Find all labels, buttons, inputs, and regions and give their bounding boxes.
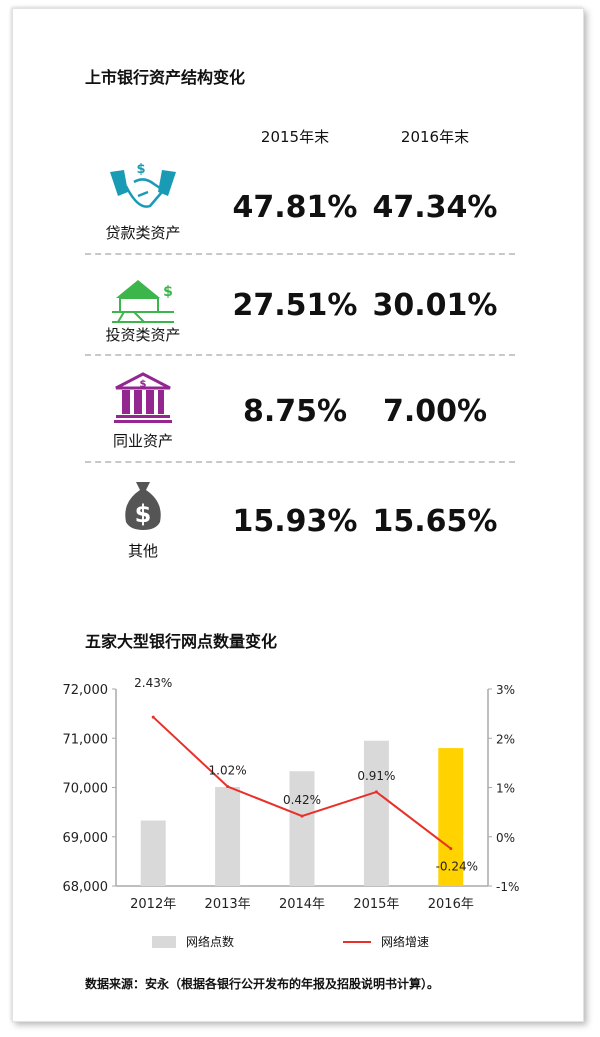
growth-data-label: 1.02% (209, 764, 247, 778)
column-header-2015: 2015年末 (260, 128, 330, 146)
divider (85, 354, 515, 356)
value-2016: 15.65% (372, 504, 498, 539)
left-tick-label: 70,000 (63, 782, 109, 797)
growth-point (226, 785, 230, 789)
growth-point (449, 847, 453, 851)
growth-data-label: -0.24% (436, 860, 478, 874)
bar-2013年 (215, 787, 241, 886)
value-2016: 30.01% (372, 288, 498, 323)
bar-2014年 (289, 771, 315, 886)
right-tick-label: 2% (496, 732, 515, 746)
asset-row-interbank: $ 同业资产 8.75% 7.00% (85, 372, 515, 460)
bank-building-icon: $ (114, 372, 172, 423)
divider (85, 253, 515, 255)
svg-text:$: $ (135, 500, 152, 528)
growth-point (151, 715, 155, 719)
value-2016: 7.00% (382, 394, 488, 429)
asset-row-loans: $ 贷款类资产 47.81% 47.34% (85, 162, 515, 252)
right-tick-label: 1% (496, 782, 515, 796)
asset-label: 贷款类资产 (105, 224, 181, 242)
value-2015: 27.51% (232, 288, 358, 323)
asset-row-investments: $ 投资类资产 27.51% 30.01% (85, 272, 515, 352)
asset-label: 投资类资产 (105, 326, 181, 344)
legend-swatch-line (343, 940, 371, 943)
right-tick-label: 0% (496, 831, 515, 845)
asset-label: 其他 (127, 542, 158, 560)
bar-2015年 (363, 740, 389, 886)
growth-point (374, 790, 378, 794)
svg-text:$: $ (140, 379, 147, 390)
x-tick-label: 2014年 (279, 897, 325, 912)
svg-text:$: $ (136, 162, 145, 177)
legend-item-line: 网络增速 (343, 933, 429, 950)
source-note: 数据来源：安永（根据各银行公开发布的年报及招股说明书计算）。 (85, 977, 440, 991)
x-tick-label: 2016年 (428, 897, 474, 912)
left-tick-label: 72,000 (63, 683, 109, 698)
asset-row-other: $ 其他 15.93% 15.65% (85, 478, 515, 568)
x-tick-label: 2013年 (205, 897, 251, 912)
bar-2012年 (140, 820, 166, 886)
growth-point (300, 814, 304, 818)
house-dollar-icon: $ (112, 280, 174, 323)
growth-data-label: 0.91% (357, 769, 395, 783)
legend-label: 网络增速 (381, 935, 430, 949)
value-2015: 47.81% (232, 190, 358, 225)
asset-label: 同业资产 (112, 432, 173, 450)
x-tick-label: 2012年 (130, 897, 176, 912)
bar-2016年 (438, 748, 464, 886)
value-2015: 8.75% (242, 394, 348, 429)
column-header-2016: 2016年末 (400, 128, 470, 146)
section-title-assets: 上市银行资产结构变化 (85, 68, 246, 87)
section-title-branches: 五家大型银行网点数量变化 (85, 632, 278, 651)
branch-chart: 68,000 69,000 70,000 71,000 72,000 -1% 0% 1% 2% 3… (63, 676, 520, 912)
handshake-dollar-icon: $ (110, 162, 176, 208)
divider (85, 461, 515, 463)
right-tick-label: 3% (496, 683, 515, 697)
value-2016: 47.34% (372, 190, 498, 225)
legend-item-bars: 网络点数 (152, 933, 234, 950)
legend-label: 网络点数 (186, 935, 235, 949)
left-tick-label: 71,000 (63, 732, 109, 747)
right-tick-label: -1% (496, 880, 519, 894)
growth-data-label: 2.43% (134, 676, 172, 690)
x-tick-label: 2015年 (353, 897, 399, 912)
left-tick-label: 69,000 (63, 831, 109, 846)
growth-data-label: 0.42% (283, 793, 321, 807)
money-bag-icon: $ (125, 482, 161, 530)
left-tick-label: 68,000 (63, 880, 109, 895)
svg-text:$: $ (163, 284, 173, 300)
value-2015: 15.93% (232, 504, 358, 539)
legend-swatch-bar (152, 935, 176, 948)
